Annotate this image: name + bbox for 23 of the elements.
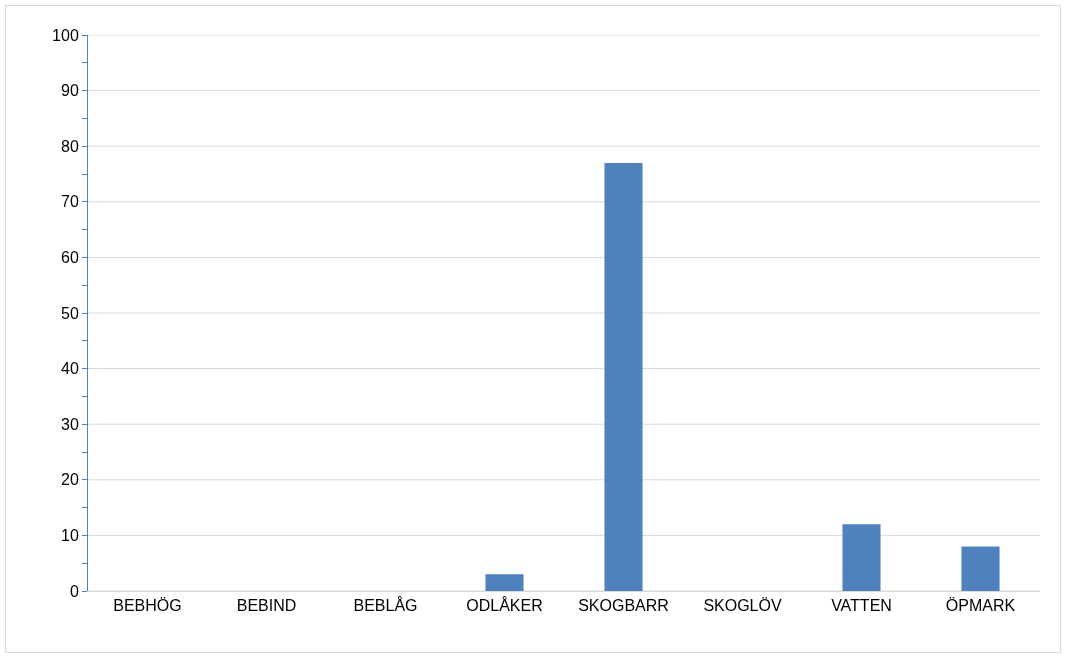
x-tick-label: ODLÅKER [466, 596, 543, 615]
y-tick-label: 50 [61, 304, 79, 322]
bar [604, 162, 643, 591]
y-tick-label: 20 [61, 471, 79, 489]
y-tick-label: 80 [61, 137, 79, 155]
y-tick-label: 10 [61, 527, 79, 544]
bar [842, 524, 881, 591]
y-tick-label: 100 [52, 26, 79, 44]
x-tick-label: SKOGLÖV [703, 597, 782, 615]
x-tick-label: BEBHÖG [113, 597, 182, 615]
y-tick-label: 30 [61, 415, 79, 433]
x-tick-label: BEBLÅG [353, 596, 418, 615]
x-tick-label: ÖPMARK [945, 597, 1016, 615]
bar [961, 546, 1000, 591]
bar [485, 574, 524, 591]
y-tick-label: 40 [61, 360, 79, 378]
x-tick-label: BEBIND [236, 597, 297, 615]
y-tick-label: 0 [69, 582, 79, 600]
y-tick-label: 70 [61, 193, 79, 211]
y-tick-label: 60 [61, 249, 79, 266]
x-tick-label: SKOGBARR [578, 597, 669, 615]
x-tick-label: VATTEN [831, 597, 892, 615]
y-tick-label: 90 [61, 82, 79, 100]
